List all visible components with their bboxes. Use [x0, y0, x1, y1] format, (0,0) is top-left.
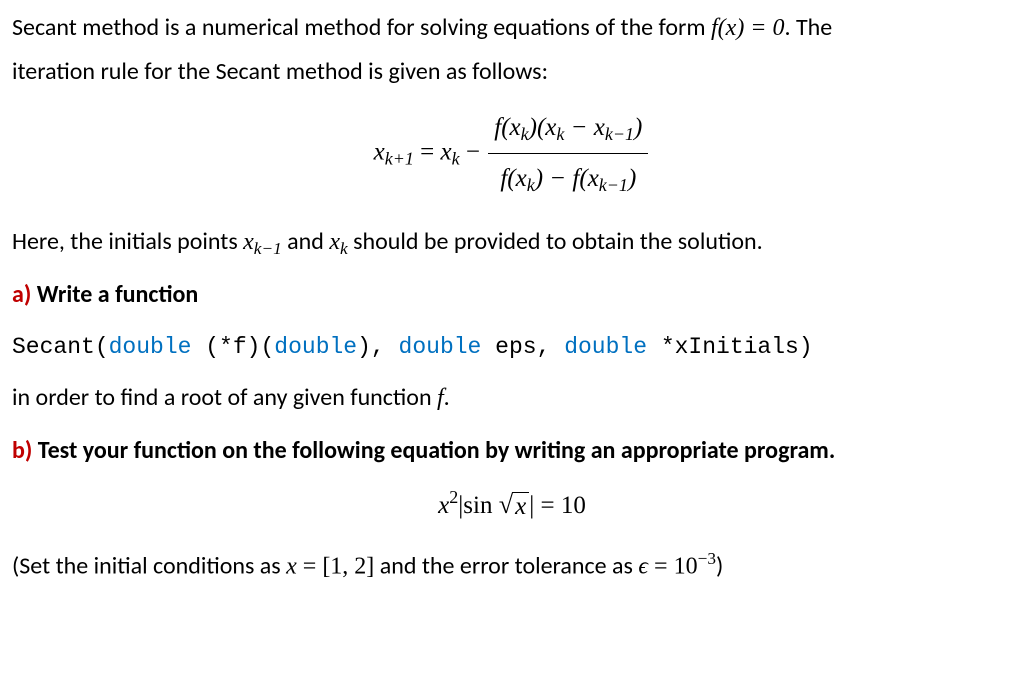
- fraction: f(xk)(xk − xk−1) f(xk) − f(xk−1): [488, 105, 648, 203]
- footer-close: ): [716, 552, 723, 581]
- intro-paragraph: Secant method is a numerical method for …: [12, 6, 1012, 95]
- code-t5: *xInitials): [647, 334, 813, 360]
- eq-sign: =: [420, 138, 440, 165]
- lhs-sub: k+1: [385, 148, 414, 168]
- part-a-footer: in order to find a root of any given fun…: [12, 376, 1012, 420]
- footer-pre: (Set the initial conditions as: [12, 552, 286, 581]
- part-a-heading: a) Write a function: [12, 273, 1012, 317]
- footer-eq2: = 10: [648, 554, 698, 580]
- footer-eq: = [1, 2]: [297, 554, 375, 580]
- footer-mid: and the error tolerance as: [374, 552, 638, 581]
- x1-var: x: [243, 229, 254, 255]
- part-a-title: Write a function: [31, 280, 198, 309]
- code-t1: Secant(: [12, 334, 109, 360]
- code-t4: eps,: [481, 334, 564, 360]
- initials-and: and: [282, 227, 330, 256]
- eq-x: x: [438, 492, 449, 519]
- x1-sub: k−1: [254, 239, 282, 258]
- initials-paragraph: Here, the initials points xk−1 and xk sh…: [12, 220, 1012, 265]
- intro-text-2: iteration rule for the Secant method is …: [12, 57, 548, 86]
- x2-var: x: [329, 229, 340, 255]
- rhs-var: x: [441, 138, 452, 165]
- minus-sign: −: [466, 138, 486, 165]
- initials-pre: Here, the initials points: [12, 227, 243, 256]
- code-t3: ),: [357, 334, 398, 360]
- fraction-denominator: f(xk) − f(xk−1): [488, 154, 648, 202]
- footer-eps: ϵ: [638, 554, 648, 580]
- lhs-var: x: [374, 138, 385, 165]
- code-kw4: double: [564, 334, 647, 360]
- footer-x: x: [286, 554, 297, 580]
- eq-sqrt: √x: [499, 492, 530, 521]
- part-b-footer: (Set the initial conditions as x = [1, 2…: [12, 543, 1012, 589]
- fraction-numerator: f(xk)(xk − xk−1): [488, 105, 648, 154]
- part-a-label: a): [12, 280, 31, 309]
- secant-signature: Secant(double (*f)(double), double eps, …: [12, 326, 1012, 369]
- radical-icon: √: [499, 492, 513, 518]
- intro-text-1: Secant method is a numerical method for …: [12, 13, 711, 42]
- initials-post: should be provided to obtain the solutio…: [348, 227, 763, 256]
- part-b-title: Test your function on the following equa…: [32, 436, 835, 465]
- eq-sin: sin: [463, 492, 498, 519]
- footer-exp: −3: [698, 549, 716, 568]
- code-kw2: double: [274, 334, 357, 360]
- part-a-post-pre: in order to find a root of any given fun…: [12, 383, 437, 412]
- part-a-post-f: f: [437, 385, 444, 411]
- intro-eq: f(x) = 0: [711, 15, 785, 41]
- eq-equals: =: [534, 492, 561, 519]
- eq-sq: 2: [449, 487, 458, 507]
- rhs-sub: k: [452, 148, 460, 168]
- part-a-post-dot: .: [444, 383, 450, 412]
- part-b-heading: b) Test your function on the following e…: [12, 429, 1012, 473]
- eq-radicand: x: [512, 492, 529, 521]
- eq-rhs: 10: [561, 492, 586, 519]
- part-b-label: b): [12, 436, 32, 465]
- secant-formula: xk+1 = xk − f(xk)(xk − xk−1) f(xk) − f(x…: [12, 105, 1012, 203]
- code-kw3: double: [399, 334, 482, 360]
- test-equation: x2|sin √x| = 10: [12, 481, 1012, 529]
- document-page: Secant method is a numerical method for …: [0, 0, 1024, 601]
- code-t2: (*f)(: [191, 334, 274, 360]
- code-kw1: double: [109, 334, 192, 360]
- x2-sub: k: [340, 239, 348, 258]
- intro-text-1b: . The: [785, 13, 833, 42]
